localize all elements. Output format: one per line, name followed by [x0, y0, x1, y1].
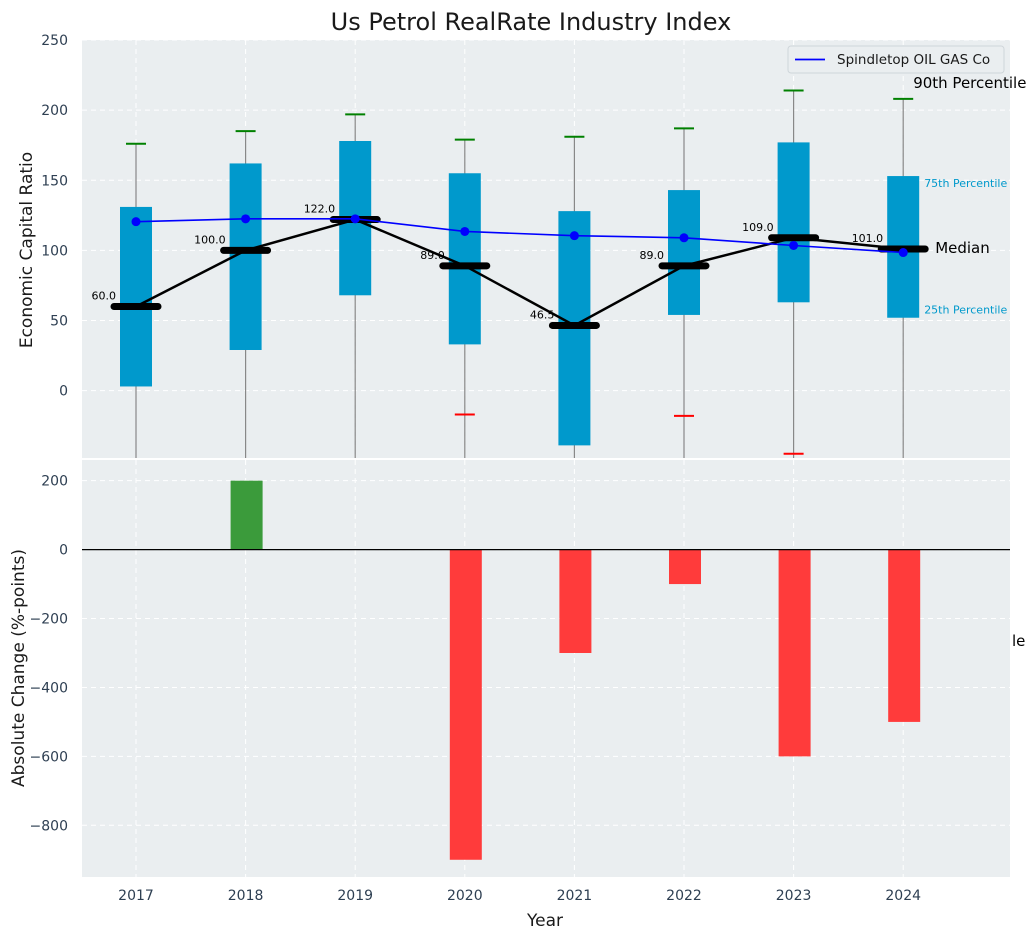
median-value-label: 60.0	[92, 290, 117, 303]
top-y-tick-label: 100	[41, 243, 68, 259]
top-panel: 0 50 100 150 200 250 60.0 100.0 122.0 89.0 46.5 89.…	[41, 33, 1026, 458]
iqr-box	[448, 173, 481, 345]
company-series-point	[679, 233, 689, 243]
change-bar	[888, 549, 921, 722]
bottom-y-tick-label: −400	[30, 680, 68, 696]
change-bar	[230, 480, 263, 550]
x-tick-label: 2018	[228, 888, 264, 904]
x-axis-label: Year	[526, 911, 563, 931]
p75-annotation: 75th Percentile	[924, 177, 1007, 190]
legend-entry: Spindletop OIL GAS Co	[837, 52, 990, 68]
company-series-point	[131, 217, 141, 227]
bottom-y-tick-label: 200	[41, 474, 68, 490]
median-value-label: 89.0	[640, 249, 665, 262]
bottom-y-tick-label: −600	[30, 749, 68, 765]
company-series-line	[135, 218, 904, 254]
top-y-tick-label: 0	[59, 384, 68, 400]
bottom-panel: −800 −600 −400 −200 0 200 2017 2018 2019 2020 2021…	[30, 460, 1025, 904]
change-bar	[559, 549, 592, 653]
top-y-axis-label: Economic Capital Ratio	[17, 152, 37, 348]
x-tick-label: 2021	[557, 888, 593, 904]
chart-title: Us Petrol RealRate Industry Index	[331, 8, 732, 36]
bottom-y-axis-label: Absolute Change (%-points)	[9, 549, 29, 787]
median-value-label: 46.5	[530, 308, 555, 321]
median-trend-line	[135, 218, 904, 327]
median-value-label: 101.0	[852, 232, 884, 245]
change-bar	[449, 549, 482, 860]
legend-frame	[787, 45, 1005, 74]
top-y-tick-label: 50	[50, 314, 68, 330]
iqr-box	[668, 190, 700, 315]
x-tick-label: 2023	[776, 888, 812, 904]
iqr-box	[777, 142, 810, 303]
median-value-label: 100.0	[194, 233, 226, 246]
company-series-point	[569, 231, 579, 241]
x-tick-label: 2022	[666, 888, 702, 904]
iqr-box	[120, 206, 152, 387]
top-y-tick-label: 250	[41, 33, 68, 49]
bottom-y-tick-label: 0	[59, 543, 68, 559]
x-tick-label: 2020	[447, 888, 483, 904]
p90-annotation: 90th Percentile	[913, 74, 1026, 92]
x-tick-label: 2017	[118, 888, 154, 904]
bottom-plot-area	[82, 460, 1010, 877]
x-tick-label: 2024	[885, 888, 921, 904]
bottom-y-tick-label: −200	[30, 612, 68, 628]
x-tick-label: 2019	[337, 888, 373, 904]
legend: Spindletop OIL GAS Co	[787, 45, 1005, 74]
top-y-tick-label: 200	[41, 103, 68, 119]
bottom-y-tick-label: −800	[30, 818, 68, 834]
clipped-annotation: le	[1012, 632, 1025, 650]
company-series-point	[898, 248, 908, 258]
median-value-label: 109.0	[742, 221, 774, 234]
median-value-label: 89.0	[420, 249, 445, 262]
change-bar	[669, 549, 701, 585]
company-series-point	[241, 214, 251, 224]
median-annotation: Median	[935, 239, 990, 257]
top-y-tick-label: 150	[41, 173, 68, 189]
change-bar	[778, 549, 811, 757]
p25-annotation: 25th Percentile	[924, 304, 1007, 317]
company-series-point	[350, 214, 360, 224]
median-value-label: 122.0	[304, 203, 336, 216]
company-series-point	[789, 240, 799, 250]
company-series-point	[460, 226, 470, 236]
